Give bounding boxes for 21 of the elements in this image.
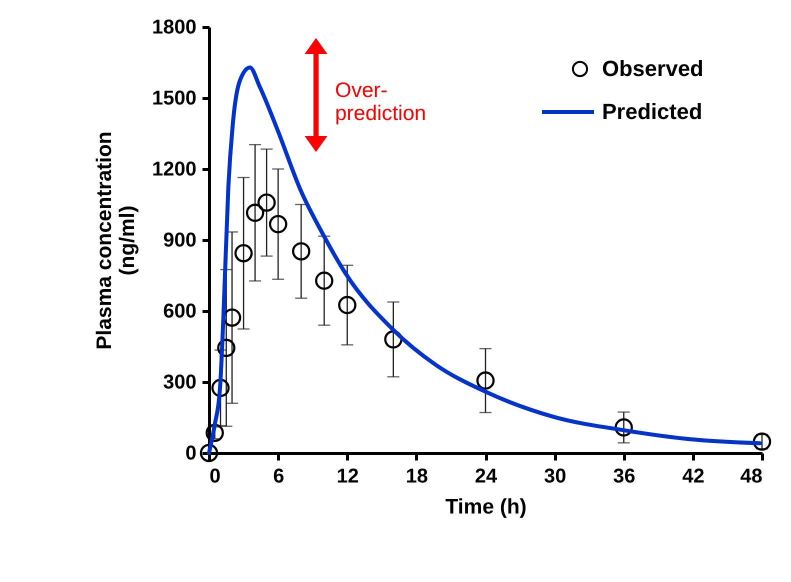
annotation: Over- prediction [335,79,426,125]
y-tick-label: 0 [185,442,196,464]
x-tick-label: 36 [613,466,636,488]
x-tick-label: 12 [336,466,359,488]
legend-label: Predicted [602,99,702,124]
y-tick-label: 1800 [152,16,196,38]
y-tick-label: 1200 [152,158,196,180]
x-tick-label: 30 [544,466,566,488]
x-tick-label: 18 [406,466,428,488]
x-axis-title: Time (h) [445,496,527,518]
legend-label: Observed [602,56,704,81]
x-tick-label: 6 [273,466,284,488]
x-tick-label: 24 [474,466,498,488]
x-tick-label: 48 [740,466,762,488]
y-tick-label: 600 [163,300,196,322]
y-tick-label: 300 [163,372,196,394]
x-tick-label: 42 [682,466,704,488]
y-tick-label: 1500 [152,88,196,110]
x-tick-label: 0 [210,466,221,488]
y-axis-title: Plasma concentration (ng/ml) [93,131,140,350]
y-tick-label: 900 [163,230,196,252]
